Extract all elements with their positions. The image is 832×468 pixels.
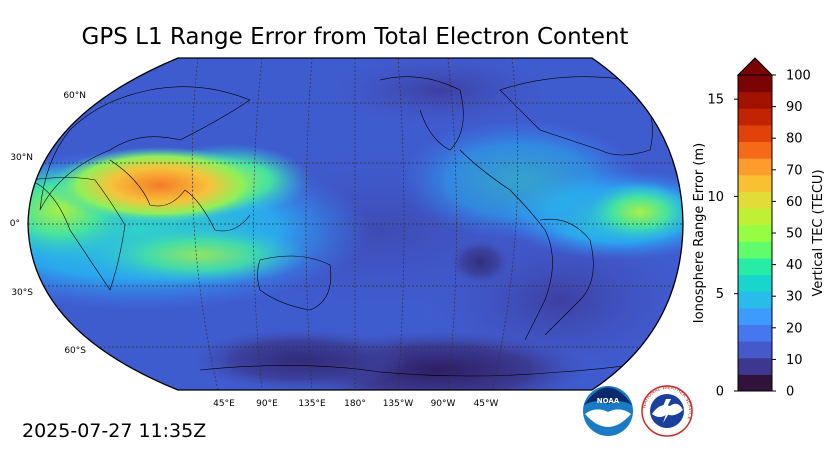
colorbar-left-axis: 0 5 10 15	[707, 93, 738, 400]
lon-label-90w: 90°W	[431, 399, 456, 409]
colorbar-segment	[738, 141, 772, 159]
colorbar: 0 5 10 15 0 10 20 30 40 50 60 70 80 90 100 Ionosphere…	[692, 57, 826, 400]
colorbar-segment	[738, 75, 772, 93]
tec-tick-label: 50	[786, 227, 803, 242]
graticule	[28, 58, 683, 390]
colorbar-segment	[738, 274, 772, 292]
tec-tick-label: 30	[786, 290, 803, 305]
lon-label-135e: 135°E	[298, 399, 326, 409]
noaa-logo: NOAA	[583, 386, 633, 436]
lon-label-180: 180°	[344, 399, 366, 409]
colorbar-segment	[738, 108, 772, 126]
lon-label-90e: 90°E	[256, 399, 278, 409]
lon-label-135w: 135°W	[383, 399, 414, 409]
colorbar-segment	[738, 257, 772, 276]
colorbar-segment	[738, 224, 772, 242]
range-error-tick-label: 0	[716, 385, 724, 400]
timestamp: 2025-07-27 11:35Z	[22, 420, 207, 442]
range-error-tick-label: 15	[707, 93, 724, 108]
colorbar-segments	[738, 75, 772, 392]
colorbar-segment	[738, 241, 772, 259]
nws-logo: NATIONAL WEATHER SERVICE	[641, 385, 693, 437]
lat-label-30n: 30°N	[10, 153, 33, 163]
tec-axis-label: Vertical TEC (TECU)	[811, 169, 826, 296]
colorbar-extend-arrow	[736, 57, 774, 76]
colorbar-segment	[738, 307, 772, 325]
map-boundary	[27, 57, 684, 391]
range-error-tick-label: 5	[716, 287, 724, 302]
tec-tick-label: 40	[786, 258, 803, 273]
lat-label-equator: 0°	[10, 219, 20, 229]
tec-tick-label: 70	[786, 163, 803, 178]
colorbar-segment	[738, 374, 772, 392]
colorbar-segment	[738, 208, 772, 226]
colorbar-segment	[738, 91, 772, 109]
colorbar-segment	[738, 341, 772, 359]
tec-tick-label: 100	[786, 69, 811, 84]
lat-label-60n: 60°N	[63, 91, 86, 101]
noaa-logo-text: NOAA	[597, 397, 620, 405]
range-error-tick-label: 10	[707, 190, 724, 205]
colorbar-right-axis: 0 10 20 30 40 50 60 70 80 90 100	[772, 69, 811, 400]
tec-tick-label: 90	[786, 100, 803, 115]
colorbar-segment	[738, 174, 772, 192]
colorbar-segment	[738, 191, 772, 209]
coastlines	[29, 76, 661, 377]
lon-label-45e: 45°E	[213, 399, 235, 409]
colorbar-segment	[738, 324, 772, 342]
tec-tick-label: 80	[786, 132, 803, 147]
lat-label-30s: 30°S	[11, 288, 33, 298]
map-title: GPS L1 Range Error from Total Electron C…	[81, 24, 629, 50]
colorbar-segment	[738, 124, 772, 143]
tec-tick-label: 0	[786, 385, 794, 400]
tec-tick-label: 60	[786, 195, 803, 210]
tec-tick-label: 10	[786, 353, 803, 368]
lon-label-45w: 45°W	[474, 399, 499, 409]
range-error-axis-label: Ionosphere Range Error (m)	[692, 143, 707, 323]
colorbar-segment	[738, 357, 772, 375]
lat-label-60s: 60°S	[64, 346, 86, 356]
tec-tick-label: 20	[786, 321, 803, 336]
colorbar-segment	[738, 291, 772, 309]
colorbar-segment	[738, 158, 772, 176]
